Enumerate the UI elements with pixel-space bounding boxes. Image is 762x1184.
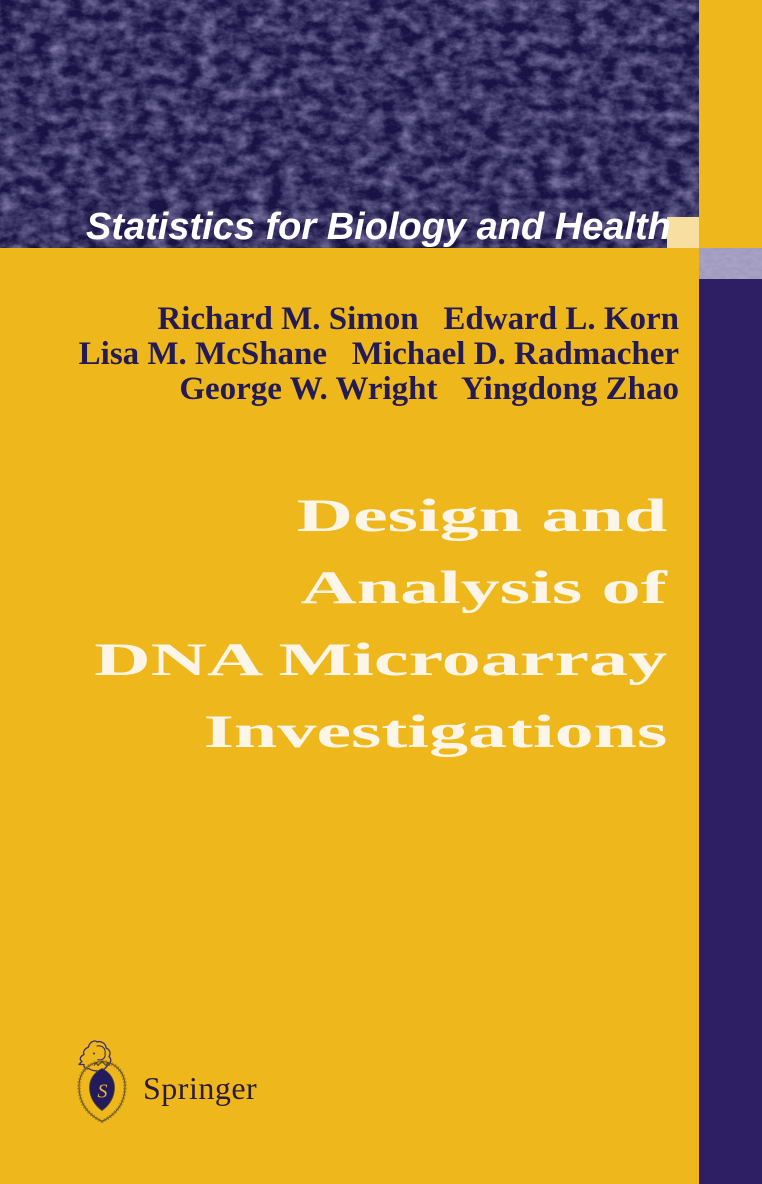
svg-text:S: S [98, 1081, 108, 1103]
